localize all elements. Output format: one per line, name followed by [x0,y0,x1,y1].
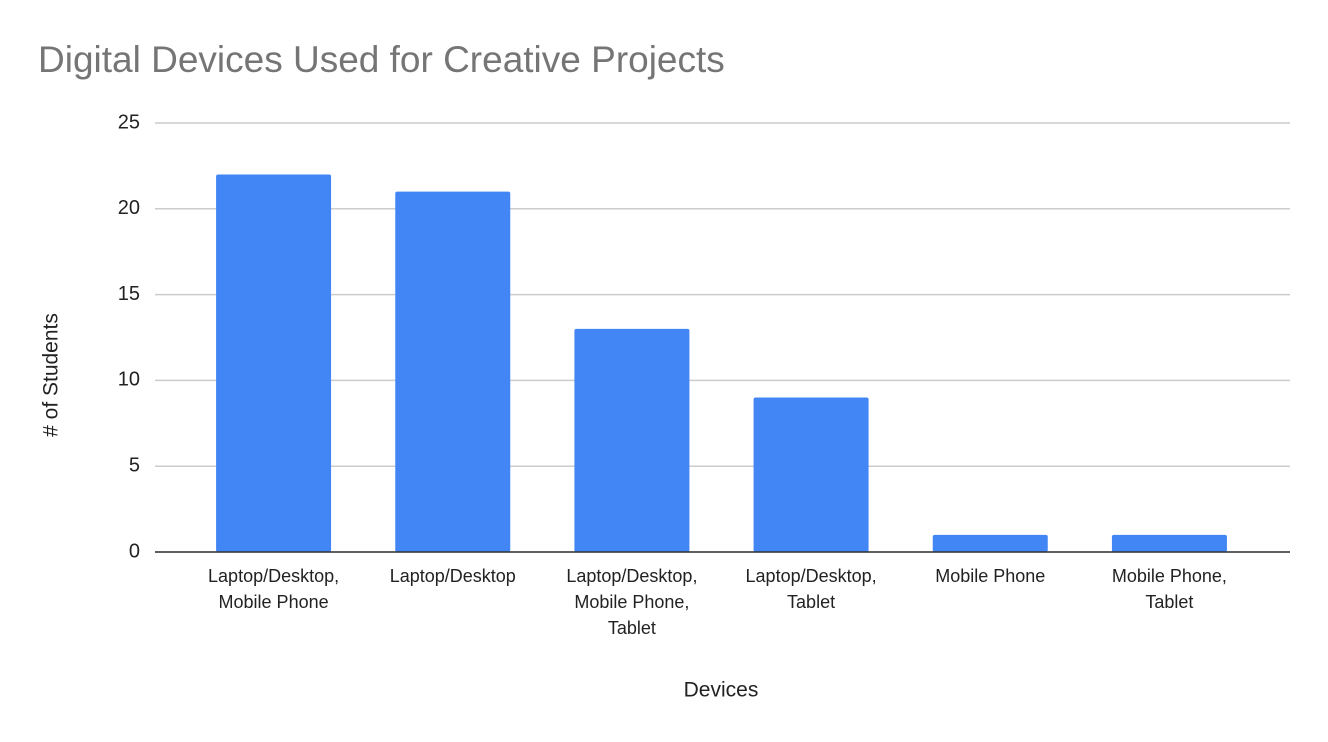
x-tick-label: Laptop/Desktop [389,566,516,586]
bar [932,534,1048,552]
x-tick-label: Mobile Phone [935,566,1046,586]
x-tick-label: Laptop/Desktop, Mobile Phone [208,566,340,612]
bar [574,328,690,552]
bar [395,191,511,552]
y-tick-label: 25 [118,111,140,133]
y-tick-label: 10 [118,369,140,391]
y-tick-label: 5 [129,454,140,476]
bar [1111,534,1227,552]
bar [753,397,869,552]
y-tick-label: 15 [118,283,140,305]
x-tick-label: Mobile Phone, Tablet [1111,566,1227,612]
y-tick-label: 20 [118,197,140,219]
x-axis-label: Devices [684,679,759,702]
chart-title: Digital Devices Used for Creative Projec… [38,39,725,80]
bar [216,174,332,553]
y-tick-label: 0 [129,540,140,562]
x-tick-label: Laptop/Desktop, Mobile Phone, Tablet [566,566,698,638]
x-tick-label: Laptop/Desktop, Tablet [745,566,877,612]
y-axis-label: # of Students [40,313,63,437]
